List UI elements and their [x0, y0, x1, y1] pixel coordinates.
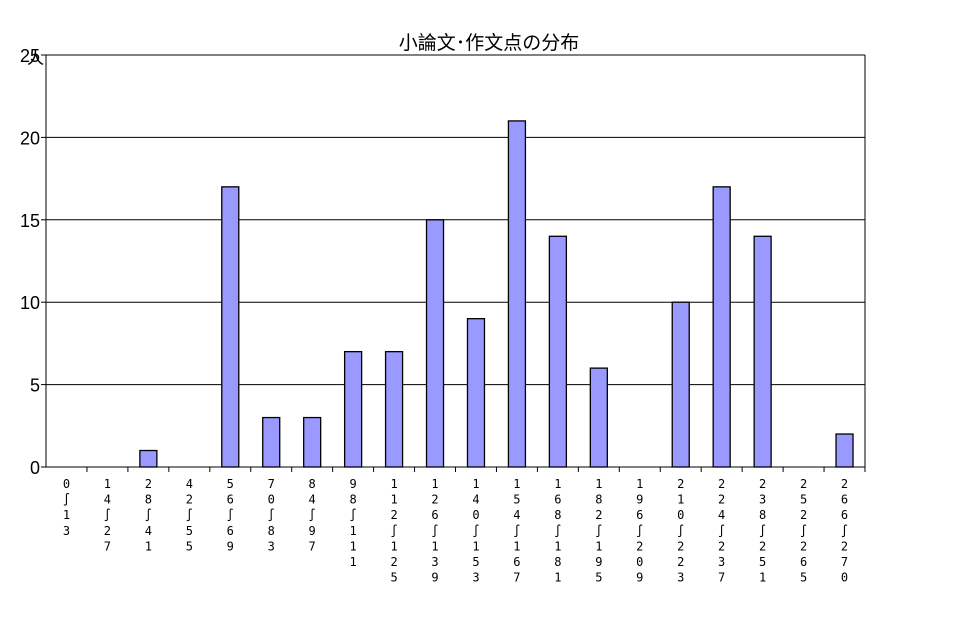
x-tick-label: 1 2 6 ∫ 1 3 9: [431, 477, 438, 585]
grid-lines: [46, 54, 865, 386]
x-tick-label: 1 1 2 ∫ 1 2 5: [390, 477, 397, 585]
x-tick-label: 2 1 0 ∫ 2 2 3: [677, 477, 684, 585]
bar-15: [671, 301, 690, 468]
x-tick-label: 1 4 ∫ 2 7: [104, 477, 111, 553]
x-tick-label: 2 8 ∫ 4 1: [145, 477, 152, 553]
bar-10: [466, 318, 486, 468]
chart-title: 小論文･作文点の分布: [399, 32, 580, 54]
x-tick-label: 1 6 8 ∫ 1 8 1: [554, 477, 561, 585]
bar-6: [303, 416, 322, 468]
bar-19: [835, 433, 854, 468]
bar-9: [425, 219, 445, 468]
x-tick-label: 2 2 4 ∫ 2 3 7: [718, 477, 725, 585]
bar-4: [221, 186, 240, 468]
axes: [41, 54, 866, 472]
y-axis-unit: 人: [27, 49, 44, 69]
bars: [139, 120, 854, 468]
y-tick-label: 10: [20, 293, 40, 313]
x-tick-label: 1 4 0 ∫ 1 5 3: [472, 477, 479, 585]
y-tick-label: 5: [30, 376, 40, 396]
y-tick-label: 15: [20, 211, 40, 231]
y-tick-label: 0: [30, 458, 40, 478]
x-tick-label: 8 4 ∫ 9 7: [309, 477, 316, 553]
y-tick-label: 25: [20, 46, 40, 66]
x-tick-label: 9 8 ∫ 1 1 1: [350, 477, 357, 569]
y-tick-labels: 0 5 10 15 20 25: [20, 46, 40, 478]
x-tick-label: 1 9 6 ∫ 2 0 9: [636, 477, 643, 585]
bar-13: [589, 367, 608, 468]
x-tick-labels: 0 ∫ 1 3 1 4 ∫ 2 7 2 8 ∫ 4 1 4 2 ∫ 5 5 5 6 ∫ 6 9 7 0 ∫ 8 3 8 4 ∫ 9 7 9 8 ∫ 1 1 1…: [63, 477, 848, 585]
bar-17: [753, 235, 772, 468]
bar-5: [262, 416, 281, 468]
y-tick-label: 20: [20, 128, 40, 148]
x-tick-label: 1 5 4 ∫ 1 6 7: [513, 477, 520, 585]
bar-11: [507, 120, 527, 468]
x-tick-label: 1 8 2 ∫ 1 9 5: [595, 477, 602, 585]
bar-7: [343, 350, 363, 468]
bar-8: [384, 350, 404, 468]
x-tick-label: 4 2 ∫ 5 5: [186, 477, 193, 553]
x-tick-label: 2 6 6 ∫ 2 7 0: [841, 477, 848, 585]
x-tick-label: 2 5 2 ∫ 2 6 5: [800, 477, 807, 585]
x-tick-label: 2 3 8 ∫ 2 5 1: [759, 477, 766, 585]
x-tick-label: 0 ∫ 1 3: [63, 477, 70, 538]
x-tick-label: 7 0 ∫ 8 3: [268, 477, 275, 553]
x-tick-label: 5 6 ∫ 6 9: [227, 477, 234, 553]
bar-12: [548, 235, 568, 468]
bar-2: [139, 449, 158, 468]
bar-16: [712, 186, 731, 468]
